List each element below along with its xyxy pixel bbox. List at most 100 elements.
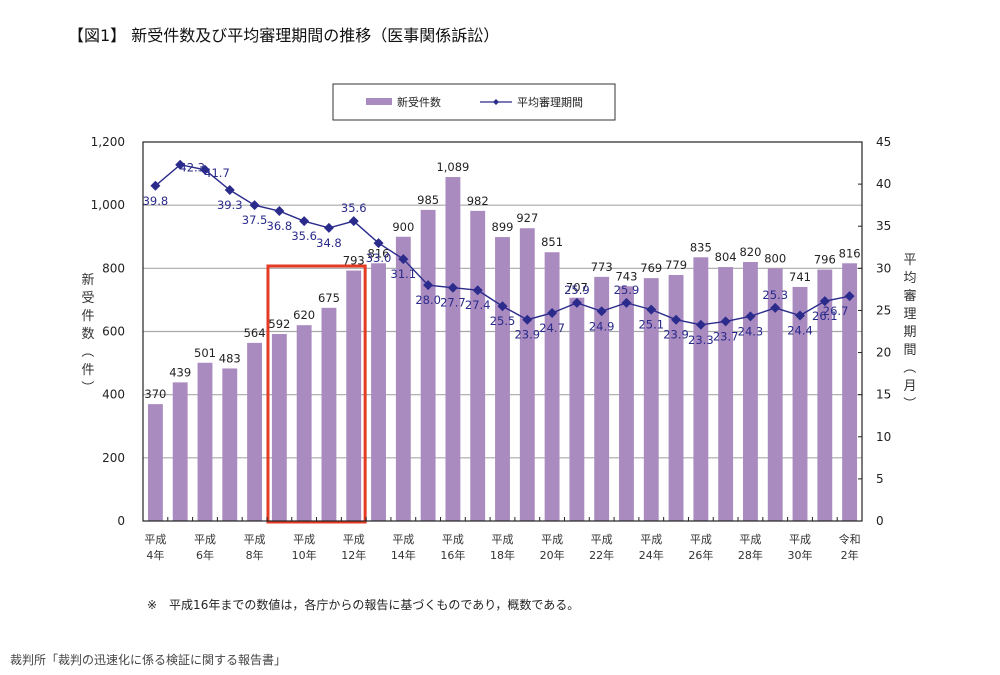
line-value-label: 23.3 bbox=[688, 333, 714, 347]
line-value-label: 27.7 bbox=[440, 296, 466, 310]
line-value-label: 37.5 bbox=[242, 213, 268, 227]
x-tick-label-line2: 12年 bbox=[341, 548, 366, 562]
x-tick-label-line2: 8年 bbox=[246, 548, 264, 562]
x-tick-label-line2: 16年 bbox=[440, 548, 465, 562]
left-axis-label-char: （ bbox=[79, 344, 94, 357]
right-tick-label: 40 bbox=[876, 177, 891, 191]
bar-value-label: 800 bbox=[764, 251, 786, 265]
bar-value-label: 982 bbox=[467, 194, 489, 208]
line-value-label: 23.9 bbox=[663, 328, 689, 342]
bar bbox=[197, 362, 213, 521]
bar-value-label: 900 bbox=[392, 220, 414, 234]
bar bbox=[147, 404, 163, 521]
bar bbox=[718, 267, 734, 521]
bar bbox=[371, 263, 386, 521]
line-marker bbox=[571, 297, 582, 308]
bar bbox=[470, 210, 486, 521]
line-marker bbox=[795, 310, 806, 321]
bar-value-label: 779 bbox=[665, 258, 687, 272]
right-axis-label-char: 均 bbox=[903, 271, 916, 286]
bar bbox=[792, 286, 808, 521]
line-marker bbox=[596, 306, 607, 317]
right-axis-label-char: 審 bbox=[903, 289, 916, 304]
line-marker bbox=[224, 185, 235, 196]
bar-value-label: 793 bbox=[343, 254, 365, 268]
bar bbox=[594, 276, 610, 521]
line-marker bbox=[373, 238, 384, 249]
line-value-label: 27.4 bbox=[465, 298, 491, 312]
x-tick-label-line2: 30年 bbox=[788, 548, 813, 562]
line-value-label: 25.9 bbox=[614, 283, 640, 297]
right-axis-label-char: 平 bbox=[903, 253, 916, 268]
line-marker bbox=[819, 296, 830, 307]
right-tick-label: 35 bbox=[876, 219, 891, 233]
bar bbox=[346, 270, 362, 521]
line-value-label: 36.8 bbox=[267, 219, 293, 233]
bar-value-label: 675 bbox=[318, 291, 340, 305]
line-value-label: 25.3 bbox=[762, 288, 788, 302]
bar-value-label: 820 bbox=[739, 245, 761, 259]
x-tick-label-line2: 28年 bbox=[738, 548, 763, 562]
right-tick-label: 10 bbox=[876, 430, 891, 444]
right-tick-label: 30 bbox=[876, 261, 891, 275]
x-tick-label-line1: 平成 bbox=[392, 533, 414, 546]
line-marker bbox=[646, 304, 657, 315]
line-marker bbox=[348, 216, 359, 227]
x-tick-label-line1: 平成 bbox=[690, 533, 712, 546]
bar bbox=[296, 325, 312, 521]
bar bbox=[544, 252, 560, 521]
bar bbox=[420, 209, 436, 521]
line-value-label: 26.7 bbox=[823, 304, 849, 318]
bar-value-label: 816 bbox=[839, 246, 861, 260]
bar-value-label: 816 bbox=[368, 246, 390, 260]
line-value-label: 25.5 bbox=[490, 314, 516, 328]
bar bbox=[172, 382, 188, 521]
bar-value-label: 985 bbox=[417, 193, 439, 207]
x-tick-label-line1: 平成 bbox=[144, 533, 166, 546]
x-tick-label-line2: 6年 bbox=[196, 548, 214, 562]
legend-bar-swatch bbox=[366, 98, 392, 105]
legend-label-line: 平均審理期間 bbox=[517, 95, 583, 109]
x-tick-label-line2: 22年 bbox=[589, 548, 614, 562]
line-value-label: 41.7 bbox=[204, 166, 230, 180]
line-marker bbox=[175, 159, 186, 170]
bar-value-label: 370 bbox=[144, 387, 166, 401]
bar-value-label: 483 bbox=[219, 351, 241, 365]
bar-value-label: 804 bbox=[715, 250, 737, 264]
legend-label-bars: 新受件数 bbox=[397, 95, 441, 109]
bar-value-label: 620 bbox=[293, 308, 315, 322]
plot-border bbox=[142, 141, 863, 522]
bar bbox=[519, 228, 535, 521]
line-marker bbox=[274, 206, 285, 217]
x-tick-label-line1: 平成 bbox=[591, 533, 613, 546]
right-axis-ticks: 0 5 10 15 20 25 30 35 40 45 bbox=[876, 135, 891, 528]
bar bbox=[321, 307, 337, 521]
left-tick-label: 800 bbox=[102, 261, 125, 275]
line-value-label: 25.1 bbox=[638, 318, 664, 332]
line-marker bbox=[745, 311, 756, 322]
line-value-label: 39.3 bbox=[217, 198, 243, 212]
bar bbox=[693, 257, 709, 521]
line-marker bbox=[695, 319, 706, 330]
line-value-label: 25.9 bbox=[564, 283, 590, 297]
bar-series bbox=[147, 177, 858, 521]
left-axis-label-char: 件 bbox=[81, 309, 94, 324]
bar bbox=[668, 274, 684, 521]
bar bbox=[767, 268, 783, 521]
right-axis-label-char: 月 bbox=[903, 379, 916, 394]
right-axis-label: 平均審理期間 （ 月 ） bbox=[901, 253, 917, 410]
bar bbox=[247, 342, 263, 521]
left-axis-label-char: 受 bbox=[81, 291, 94, 306]
right-axis-label-char: 理 bbox=[903, 307, 916, 322]
line-marker bbox=[547, 307, 558, 318]
line-marker bbox=[249, 200, 260, 211]
line-marker bbox=[844, 291, 855, 302]
right-tick-label: 45 bbox=[876, 135, 891, 149]
left-axis-ticks: 0 200 400 600 800 1,000 1,200 bbox=[91, 135, 125, 528]
x-tick-label-line1: 平成 bbox=[442, 533, 464, 546]
left-tick-label: 0 bbox=[117, 514, 125, 528]
line-marker bbox=[447, 282, 458, 293]
line-value-label: 39.8 bbox=[143, 194, 169, 208]
right-axis-label-char: ） bbox=[901, 396, 916, 409]
